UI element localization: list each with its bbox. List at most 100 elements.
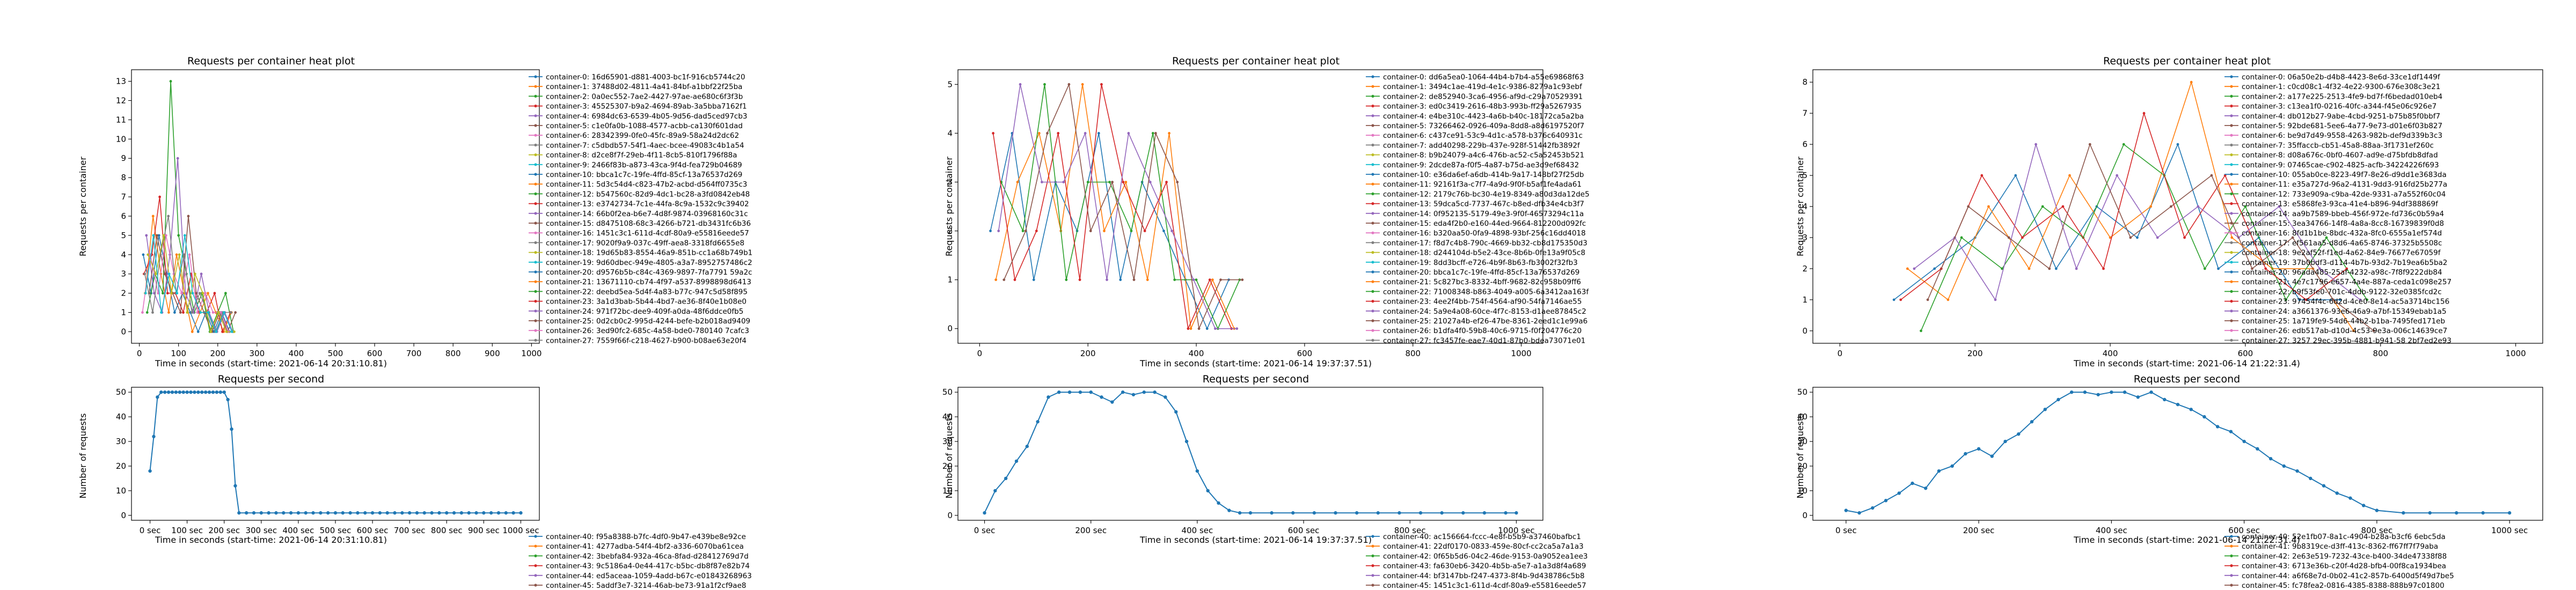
legend-entry: container-9: 2dcde87a-f0f5-4a87-b75d-ae3…: [1383, 161, 1579, 169]
legend-marker: [1371, 75, 1374, 78]
legend-entry: container-24: 971f72bc-dee9-409f-a0da-48…: [546, 307, 743, 316]
heat-2-point: [1173, 278, 1176, 282]
legend-entry: container-44: ed5aceaa-1059-4add-b67c-e0…: [546, 572, 752, 580]
heat-2-point: [1013, 278, 1016, 282]
legend-entry: container-1: 37488d02-4811-4a41-84bf-a1b…: [546, 83, 742, 91]
legend-marker: [1371, 153, 1374, 157]
rps-2-frame: [957, 387, 1543, 521]
legend-marker: [534, 173, 537, 176]
rps-1-ytick-label: 0: [121, 511, 126, 520]
heat-1-point: [191, 311, 193, 314]
rps-1-point: [174, 390, 178, 394]
rps-3-xtick-label: 200 sec: [1963, 526, 1995, 535]
heat-plot-3-ylabel: Requests per container: [1795, 157, 1805, 256]
heat-2-point: [1019, 83, 1022, 86]
heat-1-point: [196, 311, 199, 314]
heat-1-series-7: [144, 216, 231, 333]
heat-2-point: [1016, 181, 1019, 183]
rps-2-point: [1057, 390, 1061, 394]
rps-2-ytick-label: 50: [942, 387, 953, 397]
rps-1-point: [163, 390, 167, 394]
heat-3-point: [2285, 298, 2287, 301]
heat-1-series-9: [145, 235, 232, 333]
legend-entry: container-21: 5c827bc3-8332-4bff-9682-82…: [1383, 278, 1581, 286]
legend-entry: container-3: 45525307-b9a2-4694-89ab-3a5…: [546, 102, 747, 111]
heat-1-point: [234, 311, 237, 314]
legend-entry: container-2: 0a0ec552-7ae2-4427-97ae-ae6…: [546, 92, 743, 101]
heat-2-point: [1062, 181, 1065, 183]
heat-2-point: [1002, 278, 1006, 282]
legend-marker: [2230, 153, 2233, 157]
rps-2-point: [1046, 395, 1050, 399]
heat-2-series-2: [1000, 84, 1240, 330]
rps-2-point: [1089, 390, 1093, 394]
legend-entry: container-5: 92bde681-5ee6-4a77-9e73-d01…: [2242, 122, 2442, 130]
heat-2-point: [989, 230, 992, 232]
rps-2-point: [1514, 511, 1518, 515]
heat-3-point: [2142, 112, 2146, 115]
heat-3-ytick-label: 3: [1802, 233, 1807, 242]
rps-1-xtick-label: 100 sec: [171, 526, 203, 535]
heat-plot-3-title: Requests per container heat plot: [2103, 55, 2271, 67]
rps-3-point: [2229, 430, 2233, 433]
rps-1-point: [289, 511, 293, 515]
legend-marker: [2230, 319, 2233, 322]
rps-3-point: [2215, 425, 2220, 429]
heat-1-ytick-label: 9: [121, 153, 126, 163]
heat-2-point: [1119, 278, 1122, 282]
legend-marker: [2230, 105, 2233, 108]
rps-plot-2-ylabel: Number of requests: [944, 413, 954, 498]
rps-1-point: [222, 390, 226, 394]
rps-3-point: [2069, 390, 2074, 394]
heat-2-point: [1057, 131, 1060, 135]
legend-entry: container-42: 2e63e519-7232-43ce-b400-34…: [2242, 552, 2447, 560]
heat-3-point: [2109, 236, 2112, 239]
heat-3-point: [1980, 174, 1984, 177]
rps-3-ytick-label: 40: [1797, 412, 1807, 422]
legend-marker: [534, 114, 537, 117]
heat-3-point: [2251, 267, 2253, 270]
heat-1-point: [147, 253, 150, 256]
heat-2-point: [1168, 131, 1171, 135]
legend-entry: container-5: 73266462-0926-409a-8dd8-a8d…: [1383, 122, 1584, 130]
heat-2-point: [1154, 131, 1157, 135]
heat-1-point: [163, 272, 166, 276]
rps-1-point: [166, 390, 171, 394]
legend-marker: [534, 535, 537, 538]
heat-2-point: [1124, 181, 1128, 183]
rps-2-point: [1014, 459, 1019, 463]
heat-2-point: [1205, 327, 1209, 330]
legend-entry: container-15: d8475108-68c3-4266-b721-db…: [546, 219, 751, 228]
heat-3-xtick-label: 600: [2238, 349, 2253, 358]
legend-marker: [1371, 270, 1374, 274]
heat-1-point: [233, 330, 236, 333]
rps-1-point: [189, 390, 193, 394]
legend-marker: [2230, 114, 2233, 117]
rps-2-xtick-label: 200 sec: [1075, 526, 1107, 535]
heat-2-xtick-label: 0: [977, 349, 983, 358]
heat-2-xtick-label: 1000: [1511, 349, 1532, 358]
legend-marker: [1371, 535, 1374, 538]
heat-3-point: [2278, 205, 2281, 208]
legend-entry: container-7: 35ffaccb-cb51-45a8-88aa-3f1…: [2242, 141, 2434, 150]
heat-1-xtick-label: 500: [328, 349, 343, 358]
legend-entry: container-44: a6f68e7d-0b02-41c2-857b-64…: [2242, 572, 2454, 580]
rps-1-point: [185, 390, 189, 394]
heat-3-ytick-label: 0: [1802, 326, 1807, 336]
rps-2-point: [1355, 511, 1359, 515]
heat-3-series-3: [1900, 112, 2347, 300]
rps-2-point: [1121, 390, 1125, 394]
heat-1-point: [167, 215, 170, 218]
rps-3-point: [2322, 484, 2326, 488]
heat-1-point: [211, 311, 215, 314]
rps-1-point: [393, 511, 397, 515]
heat-2-point: [1065, 278, 1068, 282]
heat-2-series-3: [992, 84, 1232, 330]
legend-marker: [534, 329, 537, 332]
rps-1-point: [252, 511, 256, 515]
heat-plot-1-xlabel: Time in seconds (start-time: 2021-06-14 …: [155, 358, 387, 368]
heat-3-point: [1946, 298, 1950, 301]
rps-3-point: [2309, 476, 2312, 481]
legend-entry: container-11: e35a727d-96a2-4131-9dd3-91…: [2242, 180, 2447, 189]
